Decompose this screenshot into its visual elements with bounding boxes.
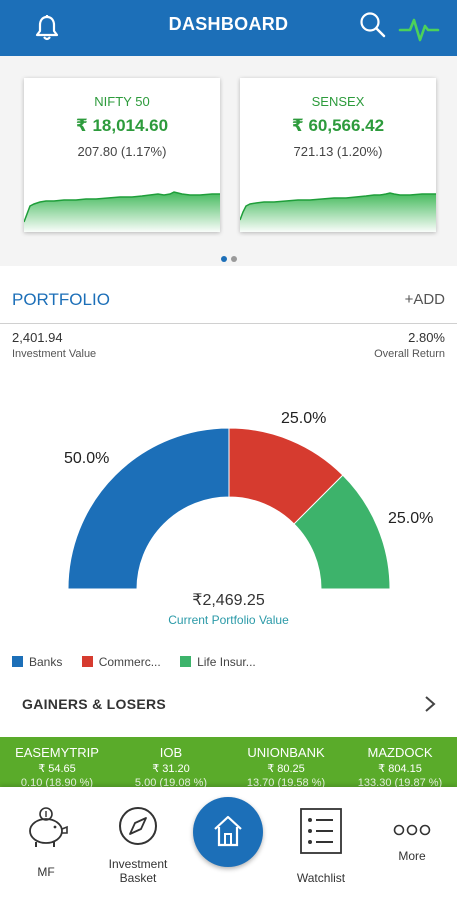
ticker-price: ₹ 54.65: [38, 763, 76, 775]
slice-label-life-insurance: 25.0%: [388, 510, 434, 527]
portfolio-header: PORTFOLIO +ADD: [0, 284, 457, 324]
piggy-bank-icon: [29, 807, 68, 847]
index-carousel[interactable]: NIFTY 50 ₹ 18,014.60 207.80 (1.17%) SENS…: [0, 56, 457, 266]
legend-swatch: [12, 656, 23, 667]
add-portfolio-button[interactable]: +ADD: [404, 291, 445, 308]
ticker-symbol: IOB: [159, 745, 183, 760]
ticker-item[interactable]: MAZDOCK ₹ 804.15 133.30 (19.87 %): [343, 737, 457, 787]
ticker-change: 133.30 (19.87 %): [357, 777, 443, 787]
slice-label-commerce: 25.0%: [281, 410, 327, 427]
slice-label-banks: 50.0%: [64, 450, 110, 467]
current-portfolio-value-label: Current Portfolio Value: [168, 613, 289, 627]
legend-item-commerce[interactable]: Commerc...: [81, 655, 161, 669]
home-icon: [214, 815, 242, 847]
bell-icon[interactable]: [34, 14, 60, 42]
bottom-navigation: MF Investment Basket Watchlist More: [0, 787, 457, 900]
index-card-nifty[interactable]: NIFTY 50 ₹ 18,014.60 207.80 (1.17%): [24, 78, 220, 232]
ticker-price: ₹ 80.25: [267, 763, 305, 775]
slice-banks[interactable]: [67, 427, 230, 590]
legend-label: Life Insur...: [197, 655, 256, 669]
investment-value-label: Investment Value: [12, 348, 97, 360]
investment-value-stat: 2,401.94 Investment Value: [12, 330, 96, 360]
index-change: 721.13 (1.20%): [293, 144, 383, 159]
slice-life-insurance[interactable]: [293, 474, 391, 590]
carousel-indicator: [0, 249, 457, 267]
nav-watchlist-label: Watchlist: [296, 871, 346, 885]
legend-swatch: [180, 656, 192, 667]
gainers-losers-row[interactable]: GAINERS & LOSERS: [0, 684, 457, 724]
index-value: ₹ 60,566.42: [291, 116, 385, 135]
gainers-ticker[interactable]: EASEMYTRIP ₹ 54.65 0.10 (18.90 %) IOB ₹ …: [0, 737, 457, 787]
chart-legend: Banks Commerc... Life Insur...: [12, 655, 272, 669]
ticker-change: 5.00 (19.08 %): [134, 777, 208, 787]
index-name: SENSEX: [311, 94, 365, 109]
nav-more[interactable]: More: [384, 823, 440, 863]
carousel-dot[interactable]: [230, 256, 237, 262]
ticker-item[interactable]: EASEMYTRIP ₹ 54.65 0.10 (18.90 %): [0, 737, 114, 787]
sensex-sparkline: [240, 192, 436, 232]
overall-return-label: Overall Return: [374, 348, 445, 360]
page-title: DASHBOARD: [168, 14, 289, 34]
nav-watchlist[interactable]: Watchlist: [286, 807, 356, 885]
legend-item-life-insurance[interactable]: Life Insur...: [180, 655, 256, 669]
legend-label: Banks: [29, 655, 63, 669]
ticker-item[interactable]: IOB ₹ 31.20 5.00 (19.08 %): [114, 737, 228, 787]
watchlist-icon: [300, 808, 342, 854]
legend-item-banks[interactable]: Banks: [12, 655, 62, 669]
legend-swatch: [81, 656, 93, 667]
nav-investment-basket[interactable]: Investment Basket: [98, 805, 178, 885]
ticker-symbol: UNIONBANK: [247, 745, 325, 760]
market-pulse-icon[interactable]: [398, 12, 440, 44]
app-header: DASHBOARD: [0, 0, 457, 56]
chevron-right-icon[interactable]: [423, 695, 437, 713]
nav-investment-basket-label: Investment Basket: [108, 857, 168, 885]
investment-value: 2,401.94: [12, 330, 63, 345]
gainers-losers-title: GAINERS & LOSERS: [22, 696, 167, 712]
nav-mf-label: MF: [37, 865, 55, 879]
nav-home-button[interactable]: [193, 797, 263, 867]
overall-return: 2.80%: [408, 330, 445, 345]
portfolio-title: PORTFOLIO: [12, 290, 110, 309]
current-portfolio-value: ₹2,469.25: [192, 592, 265, 609]
ticker-price: ₹ 31.20: [152, 763, 190, 775]
portfolio-allocation-chart[interactable]: [0, 380, 457, 640]
ticker-item[interactable]: UNIONBANK ₹ 80.25 13.70 (19.58 %): [229, 737, 343, 787]
index-change: 207.80 (1.17%): [77, 144, 167, 159]
ticker-symbol: EASEMYTRIP: [15, 745, 99, 760]
more-dots-icon: [393, 824, 431, 836]
nifty-sparkline: [24, 191, 220, 232]
nav-mf[interactable]: MF: [18, 805, 74, 879]
compass-icon: [119, 807, 157, 845]
legend-label: Commerc...: [98, 655, 161, 669]
ticker-change: 0.10 (18.90 %): [20, 777, 94, 787]
ticker-symbol: MAZDOCK: [367, 745, 433, 760]
ticker-change: 13.70 (19.58 %): [246, 777, 326, 787]
search-icon[interactable]: [358, 10, 388, 40]
index-value: ₹ 18,014.60: [75, 116, 169, 135]
carousel-dot-active[interactable]: [220, 256, 227, 262]
index-name: NIFTY 50: [94, 94, 150, 109]
nav-more-label: More: [398, 849, 426, 863]
index-card-sensex[interactable]: SENSEX ₹ 60,566.42 721.13 (1.20%): [240, 78, 436, 232]
overall-return-stat: 2.80% Overall Return: [374, 330, 445, 360]
ticker-price: ₹ 804.15: [378, 763, 422, 775]
